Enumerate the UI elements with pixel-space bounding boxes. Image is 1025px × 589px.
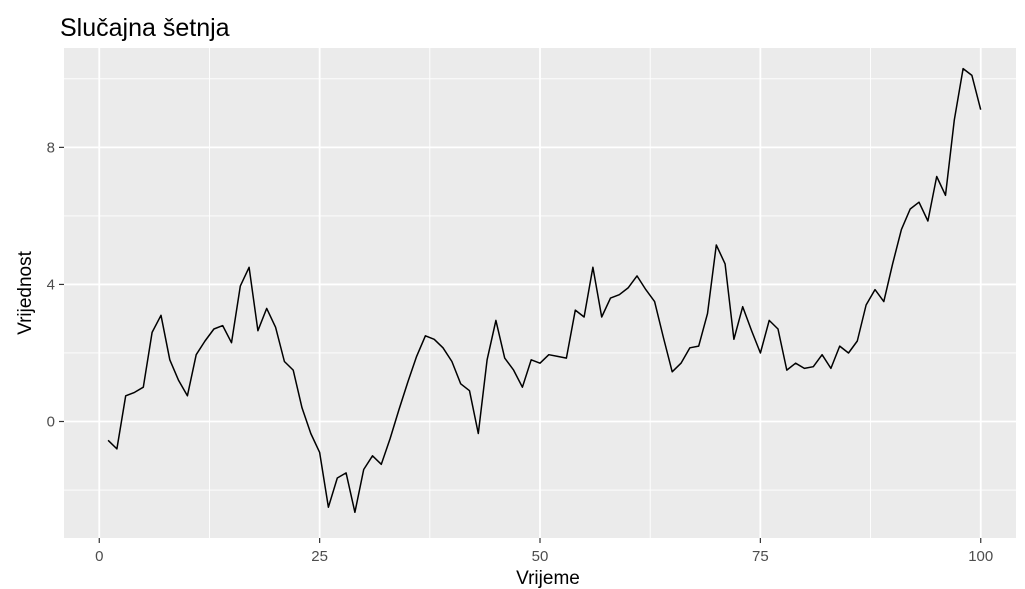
y-tick-label: 4 <box>47 276 55 293</box>
y-axis: 0 4 8 <box>47 139 64 430</box>
chart-title: Slučajna šetnja <box>60 14 230 42</box>
grid-lines <box>64 48 1016 538</box>
y-axis-title: Vrijednost <box>15 250 36 335</box>
series-line <box>107 67 982 514</box>
x-tick-label: 100 <box>968 548 993 565</box>
x-axis: 0 25 50 75 100 <box>95 538 993 565</box>
x-tick-label: 75 <box>752 548 769 565</box>
y-tick-label: 0 <box>47 413 55 430</box>
x-axis-title: Vrijeme <box>516 568 580 589</box>
y-tick-label: 8 <box>47 139 55 156</box>
x-tick-label: 0 <box>95 548 103 565</box>
x-tick-label: 50 <box>532 548 549 565</box>
x-tick-label: 25 <box>311 548 328 565</box>
